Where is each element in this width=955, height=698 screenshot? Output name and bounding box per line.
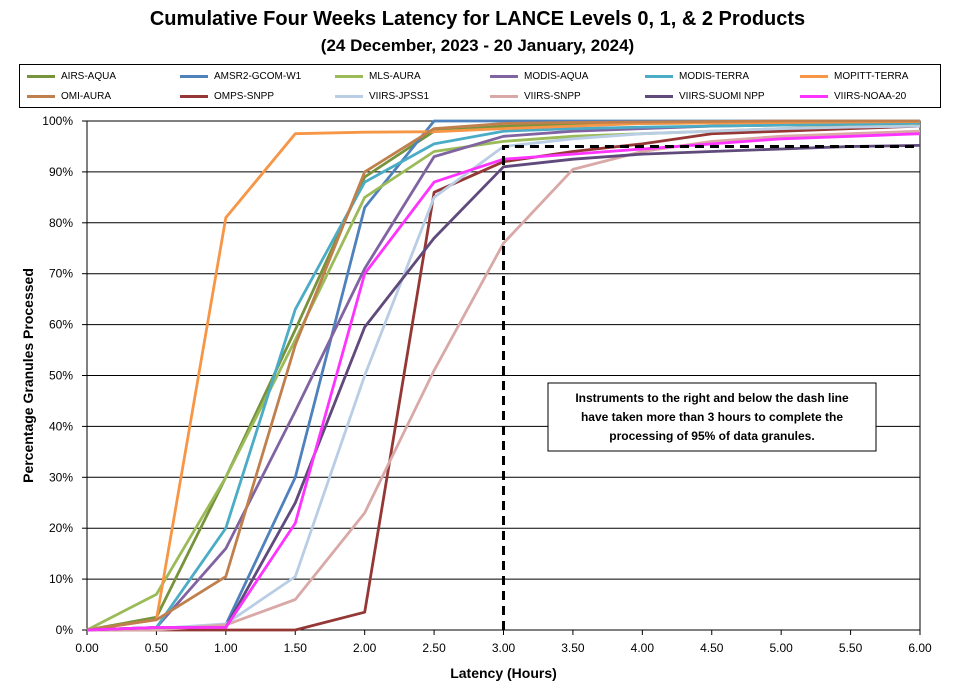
legend-swatch [490,94,518,98]
legend-swatch [800,94,828,98]
x-tick-label: 4.00 [631,641,655,655]
x-tick-label: 3.00 [492,641,516,655]
legend-swatch [645,94,673,98]
legend-label: MLS-AURA [369,70,421,82]
x-tick-label: 0.50 [145,641,169,655]
y-tick-label: 90% [49,165,73,179]
chart-title: Cumulative Four Weeks Latency for LANCE … [149,8,806,30]
x-tick-label: 5.50 [839,641,863,655]
legend-label: AMSR2-GCOM-W1 [214,70,302,82]
threshold-dash-line [502,144,920,630]
legend-item: AMSR2-GCOM-W1 [180,67,301,85]
legend-label: MOPITT-TERRA [834,70,909,82]
legend-label: VIIRS-SNPP [524,90,581,102]
x-tick-label: 6.00 [908,641,932,655]
chart-subtitle: (24 December, 2023 - 20 January, 2024) [320,36,635,55]
legend-swatch [180,74,208,78]
legend-swatch [800,74,828,78]
legend-item: AIRS-AQUA [27,67,116,85]
legend-label: VIIRS-JPSS1 [369,90,430,102]
legend-item: MOPITT-TERRA [800,67,908,85]
legend-item: MODIS-AQUA [490,67,588,85]
x-tick-label: 5.00 [769,641,793,655]
legend-label: AIRS-AQUA [61,70,117,82]
legend-item: VIIRS-SNPP [490,87,581,105]
x-tick-label: 2.00 [353,641,377,655]
legend-swatch [335,94,363,98]
y-tick-label: 10% [49,572,73,586]
legend-label: VIIRS-SUOMI NPP [679,90,765,102]
y-tick-label: 50% [49,369,73,383]
x-axis-label: Latency (Hours) [450,665,557,681]
y-axis-label: Percentage Granules Processed [20,268,36,483]
x-tick-label: 1.00 [214,641,238,655]
legend-swatch [490,74,518,78]
legend-swatch [27,74,55,78]
legend-item: OMI-AURA [27,87,111,105]
legend-swatch [180,94,208,98]
legend-swatch [645,74,673,78]
y-tick-label: 30% [49,470,73,484]
legend-item: VIIRS-NOAA-20 [800,87,906,105]
legend-label: MODIS-AQUA [524,70,589,82]
annotation-text: Instruments to the right and below the d… [575,391,849,443]
y-tick-label: 40% [49,419,73,433]
legend-label: VIIRS-NOAA-20 [834,90,907,102]
legend-item: MODIS-TERRA [645,67,749,85]
x-tick-label: 3.50 [561,641,585,655]
y-tick-label: 0% [56,623,74,637]
series-line-mopitt-terra [86,120,921,632]
y-tick-label: 20% [49,521,73,535]
y-tick-label: 100% [42,114,73,128]
legend-label: OMPS-SNPP [214,90,275,102]
y-tick-label: 60% [49,318,73,332]
series-line-modis-terra [86,121,921,632]
x-tick-label: 4.50 [700,641,724,655]
legend-swatch [27,94,55,98]
legend: AIRS-AQUA AMSR2-GCOM-W1 MLS-AURA MODIS-AQUA… [19,64,941,108]
annotation-frame [547,382,877,452]
legend-item: MLS-AURA [335,67,421,85]
legend-label: MODIS-TERRA [679,70,749,82]
legend-item: VIIRS-JPSS1 [335,87,429,105]
y-tick-label: 80% [49,216,73,230]
series-lines [86,119,921,632]
legend-item: OMPS-SNPP [180,87,274,105]
annotation-box: Instruments to the right and below the d… [547,382,877,452]
x-tick-label: 2.50 [422,641,446,655]
y-tick-label: 70% [49,267,73,281]
series-line-omi-aura [86,119,920,632]
legend-item: VIIRS-SUOMI NPP [645,87,765,105]
legend-swatch [335,74,363,78]
x-tick-label: 1.50 [284,641,308,655]
x-tick-label: 0.00 [75,641,99,655]
legend-label: OMI-AURA [61,90,111,102]
threshold-line [502,144,920,630]
